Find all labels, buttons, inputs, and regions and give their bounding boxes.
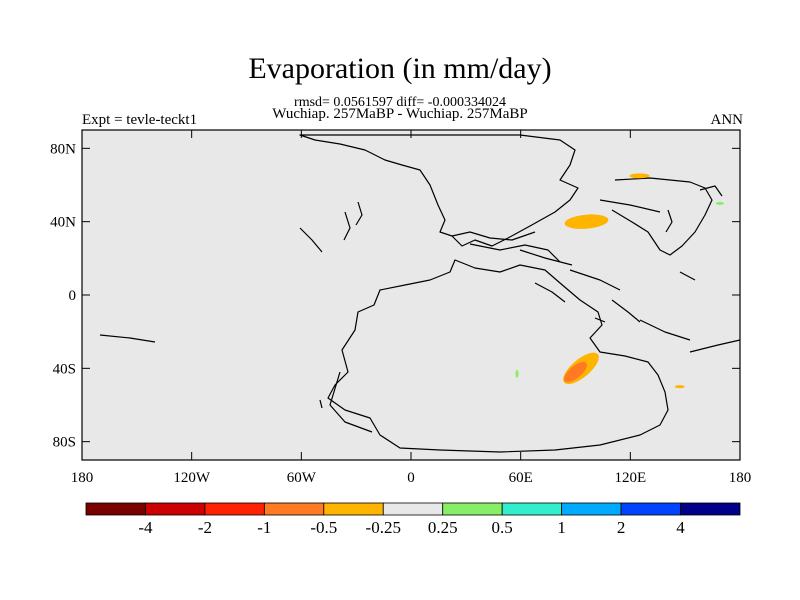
coastline-island-6 <box>594 317 606 323</box>
coastline-island-5 <box>534 282 566 303</box>
coastline-island-7 <box>639 319 691 341</box>
coastline-island-14 <box>319 399 323 409</box>
coastline-eastern-strait <box>451 231 536 241</box>
colorbar-swatch <box>680 502 741 516</box>
colorbar-swatch <box>145 502 206 516</box>
coastline-island-3 <box>299 227 323 253</box>
coastline-island-10 <box>519 249 573 266</box>
colorbar-swatch <box>442 502 503 516</box>
case-subtitle: Wuchiap. 257MaBP - Wuchiap. 257MaBP <box>272 106 528 122</box>
lat-tick-label: 80N <box>50 141 76 157</box>
lon-tick-label: 60W <box>287 470 317 486</box>
plot-title: Evaporation (in mm/day) <box>248 52 552 85</box>
anomaly-south-core <box>564 361 587 383</box>
coastline-island-8 <box>689 339 741 353</box>
colorbar-label: -0.25 <box>366 518 401 537</box>
lat-tick-label: 40N <box>50 215 76 231</box>
season-label: ANN <box>710 112 744 128</box>
coastline-island-13 <box>679 271 696 281</box>
colorbar-label: 2 <box>617 518 626 537</box>
colorbar: -4 -2 -1 -0.5 -0.25 0.25 0.5 1 2 4 <box>85 502 741 537</box>
coastline-island-9 <box>599 199 661 213</box>
coastline-tethys-peninsula <box>469 243 561 263</box>
colorbar-label: 0.25 <box>428 518 458 537</box>
colorbar-swatch <box>382 502 444 516</box>
coastlines <box>99 134 741 453</box>
anomaly-green-ne <box>715 201 724 205</box>
experiment-label: Expt = tevle-teckt1 <box>82 112 198 128</box>
lat-tick-label: 0 <box>69 288 77 304</box>
colorbar-swatch <box>323 502 384 516</box>
coastline-island-11 <box>569 269 621 291</box>
colorbar-label: 0.5 <box>492 518 513 537</box>
coastline-pangea-main <box>299 134 579 247</box>
latitude-axis: 80N 40N 0 40S 80S <box>50 141 740 451</box>
anomaly-east-asia-north <box>564 214 609 229</box>
coastline-island-15 <box>665 209 673 233</box>
coastline-siberia-block <box>611 177 713 256</box>
stats-subtitle: rmsd= 0.0561597 diff= -0.000334024 <box>294 95 506 110</box>
lon-tick-label: 0 <box>407 470 415 486</box>
coastline-island-4 <box>99 334 156 343</box>
coastline-island-1 <box>355 201 363 226</box>
coastline-island-2 <box>343 211 351 241</box>
lon-tick-label: 180 <box>71 470 94 486</box>
lat-tick-label: 80S <box>53 435 76 451</box>
colorbar-label: -1 <box>257 518 271 537</box>
anomaly-east-small <box>674 385 685 389</box>
colorbar-swatch <box>620 502 681 516</box>
colorbar-swatch <box>85 502 146 516</box>
coastline-island-12 <box>611 299 641 323</box>
lon-tick-label: 120W <box>173 470 211 486</box>
lat-tick-label: 40S <box>53 361 76 377</box>
colorbar-label: 4 <box>676 518 685 537</box>
coastline-western-arc <box>329 371 373 433</box>
colorbar-label: -2 <box>198 518 212 537</box>
map-background <box>82 130 740 460</box>
colorbar-swatch <box>263 502 325 516</box>
colorbar-label: 1 <box>557 518 566 537</box>
lon-tick-label: 60E <box>509 470 533 486</box>
colorbar-swatch <box>204 502 265 516</box>
colorbar-label: -4 <box>138 518 153 537</box>
anomaly-green-south <box>515 369 519 378</box>
anomaly-siberia <box>629 173 650 179</box>
colorbar-label: -0.5 <box>310 518 337 537</box>
longitude-axis: 180 120W 60W 0 60E 120E 180 <box>71 130 752 486</box>
lon-tick-label: 180 <box>729 470 752 486</box>
coastline-pangea-south <box>327 259 669 453</box>
coastline-island-16 <box>699 185 723 197</box>
colorbar-swatch <box>561 502 622 516</box>
lon-tick-label: 120E <box>614 470 646 486</box>
anomaly-layer <box>515 173 724 389</box>
colorbar-swatch <box>501 502 563 516</box>
